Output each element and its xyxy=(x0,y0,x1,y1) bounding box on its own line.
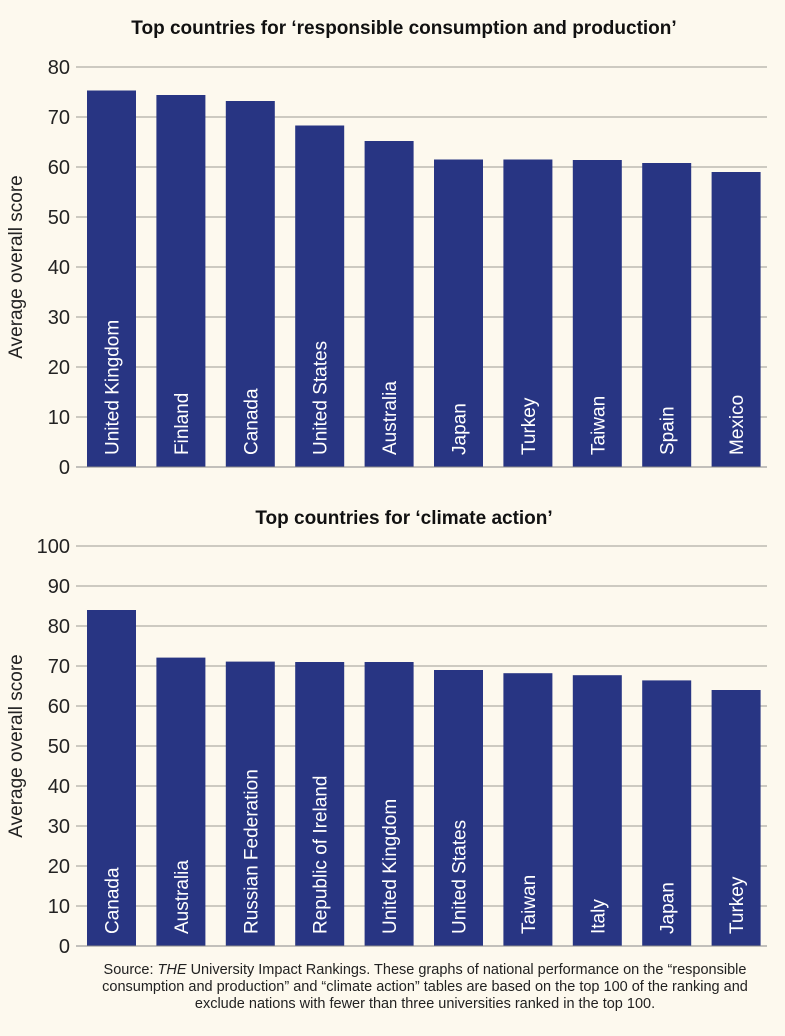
chart-title: Top countries for ‘responsible consumpti… xyxy=(131,18,676,39)
bar-label: Australia xyxy=(172,860,193,934)
y-tick-label: 10 xyxy=(48,407,70,429)
bar-label: Taiwan xyxy=(588,396,609,455)
bar-label: Taiwan xyxy=(519,875,540,934)
bar xyxy=(225,661,275,946)
bar xyxy=(711,690,761,946)
y-tick-label: 0 xyxy=(59,457,70,479)
bar xyxy=(711,172,761,467)
y-tick-label: 10 xyxy=(48,896,70,918)
bar xyxy=(87,90,136,467)
bar xyxy=(572,160,622,467)
bar-label: Turkey xyxy=(727,876,748,934)
y-axis-label: Average overall score xyxy=(6,654,27,837)
y-tick-label: 70 xyxy=(48,107,70,129)
y-tick-label: 50 xyxy=(48,207,70,229)
bar xyxy=(503,159,553,467)
bar xyxy=(156,657,206,946)
bar-label: Russian Federation xyxy=(241,769,262,934)
bar xyxy=(225,101,275,467)
y-tick-label: 60 xyxy=(48,696,70,718)
y-tick-label: 70 xyxy=(48,656,70,678)
bar-label: Canada xyxy=(241,388,262,455)
y-tick-label: 100 xyxy=(37,536,70,558)
bar-label: United Kingdom xyxy=(103,320,124,455)
bar-label: United States xyxy=(450,820,471,934)
bar-label: Turkey xyxy=(519,397,540,455)
y-tick-label: 30 xyxy=(48,307,70,329)
y-tick-label: 20 xyxy=(48,357,70,379)
y-tick-label: 50 xyxy=(48,736,70,758)
y-tick-label: 80 xyxy=(48,57,70,79)
y-tick-label: 30 xyxy=(48,816,70,838)
bar xyxy=(364,141,414,467)
bar-label: Japan xyxy=(450,403,471,455)
source-text: University Impact Rankings. These graphs… xyxy=(102,962,748,1012)
bar xyxy=(364,662,414,946)
bar-label: Spain xyxy=(658,406,679,455)
bar-label: Italy xyxy=(588,899,609,934)
source-italic: THE xyxy=(157,962,187,978)
bar-label: United Kingdom xyxy=(380,799,401,934)
bar-label: Republic of Ireland xyxy=(311,776,332,934)
bar xyxy=(642,163,692,467)
bar xyxy=(295,662,345,946)
y-tick-label: 80 xyxy=(48,616,70,638)
bar xyxy=(87,610,136,946)
y-tick-label: 40 xyxy=(48,257,70,279)
bar xyxy=(434,670,483,946)
bar xyxy=(156,95,206,467)
bar-label: Japan xyxy=(658,882,679,934)
bar xyxy=(572,675,622,946)
bar xyxy=(295,125,345,467)
y-tick-label: 0 xyxy=(59,936,70,958)
y-tick-label: 40 xyxy=(48,776,70,798)
bar xyxy=(434,159,483,467)
y-tick-label: 60 xyxy=(48,157,70,179)
bar-label: Finland xyxy=(172,393,193,455)
y-tick-label: 20 xyxy=(48,856,70,878)
bar xyxy=(503,673,553,946)
source-prefix: Source: xyxy=(103,962,158,978)
bar xyxy=(642,680,692,946)
y-axis-label: Average overall score xyxy=(6,175,27,358)
bar-label: Mexico xyxy=(727,395,748,455)
bar-label: United States xyxy=(311,341,332,455)
y-tick-label: 90 xyxy=(48,576,70,598)
chart-title: Top countries for ‘climate action’ xyxy=(255,508,552,529)
bar-label: Canada xyxy=(103,867,124,934)
source-note: Source: THE University Impact Rankings. … xyxy=(80,962,770,1013)
bar-label: Australia xyxy=(380,381,401,455)
